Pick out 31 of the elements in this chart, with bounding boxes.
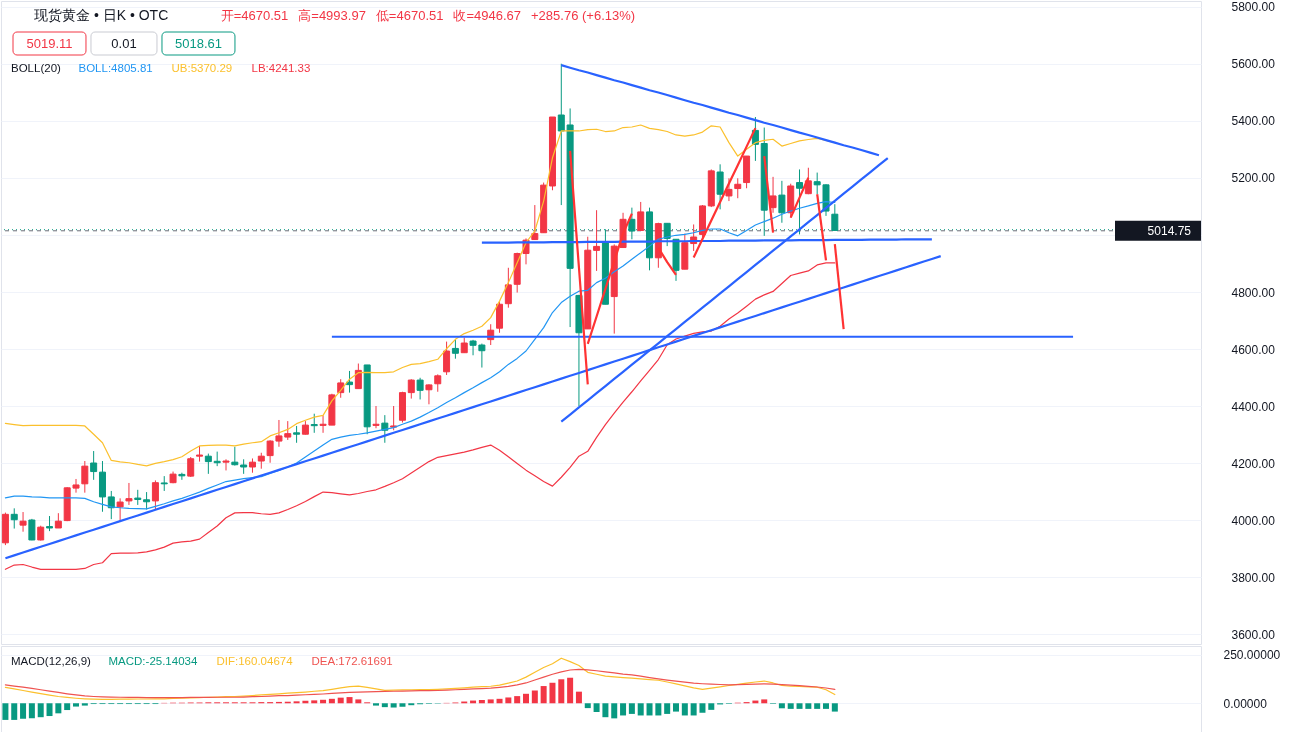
y-tick-label: 5400.00 [1231,114,1276,129]
y-tick-label: 4400.00 [1231,399,1276,414]
chart-title: 现货黄金 • 日K • OTC [34,7,169,23]
y-tick-label: 3600.00 [1231,627,1276,642]
annotation: 高=4993.97 [298,8,366,23]
y-tick-label: 4200.00 [1231,456,1276,471]
y-tick-label: 3800.00 [1231,570,1276,585]
text: BOLL:4805.81 [78,62,153,75]
annotation: 收=4946.67 [453,8,522,23]
y-tick-label: 4600.00 [1231,342,1276,357]
y-tick-label: 4800.00 [1231,285,1276,300]
annotation: 0.01 [111,35,137,51]
annotation: 开=4670.51 [220,8,289,23]
y-tick-label: 0.00000 [1223,696,1268,711]
y-tick-label: 5600.00 [1231,57,1276,72]
legend-title: MACD(12,26,9) [11,655,92,667]
legend-title: BOLL(20) [11,62,62,74]
y-tick-label: 5800.00 [1231,0,1276,15]
annotation: 5019.11 [26,35,73,51]
text: MACD:-25.14034 [108,655,198,668]
annotation: 低=4670.51 [375,8,444,23]
ref-line-label: 5014.75 [1147,223,1192,238]
y-tick-label: 5200.00 [1231,171,1276,186]
annotation: 5018.61 [174,35,222,51]
y-tick-label: 4000.00 [1231,513,1276,528]
y-tick-label: 250.00000 [1223,648,1281,663]
text: UB:5370.29 [171,62,233,75]
annotation: +285.76 (+6.13%) [531,8,636,23]
text: LB:4241.33 [251,62,311,75]
text: DEA:172.61691 [311,655,393,668]
text: DIF:160.04674 [216,655,294,668]
